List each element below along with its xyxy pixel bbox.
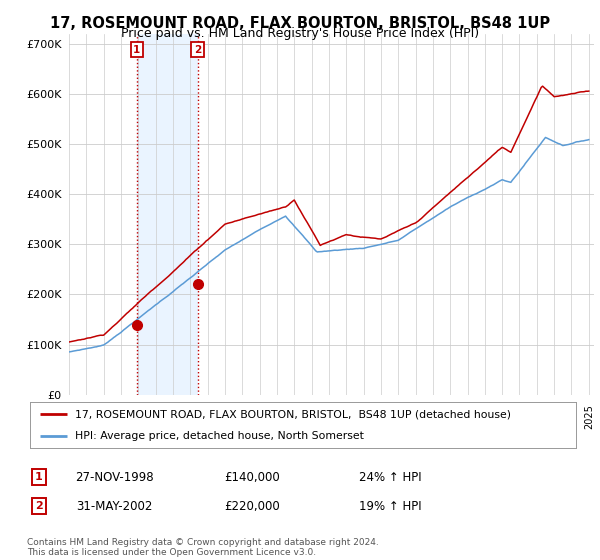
Bar	[137, 34, 197, 395]
Text: 1: 1	[133, 45, 140, 55]
Text: 27-NOV-1998: 27-NOV-1998	[74, 470, 154, 484]
Text: £140,000: £140,000	[224, 470, 280, 484]
Text: 2: 2	[35, 501, 43, 511]
Text: Contains HM Land Registry data © Crown copyright and database right 2024.
This d: Contains HM Land Registry data © Crown c…	[27, 538, 379, 557]
Text: 19% ↑ HPI: 19% ↑ HPI	[359, 500, 421, 513]
Text: Price paid vs. HM Land Registry's House Price Index (HPI): Price paid vs. HM Land Registry's House …	[121, 27, 479, 40]
Text: 31-MAY-2002: 31-MAY-2002	[76, 500, 152, 513]
Text: 24% ↑ HPI: 24% ↑ HPI	[359, 470, 421, 484]
Text: 2: 2	[194, 45, 201, 55]
Text: HPI: Average price, detached house, North Somerset: HPI: Average price, detached house, Nort…	[75, 431, 364, 441]
Text: £220,000: £220,000	[224, 500, 280, 513]
Text: 17, ROSEMOUNT ROAD, FLAX BOURTON, BRISTOL,  BS48 1UP (detached house): 17, ROSEMOUNT ROAD, FLAX BOURTON, BRISTO…	[75, 409, 511, 419]
Text: 17, ROSEMOUNT ROAD, FLAX BOURTON, BRISTOL, BS48 1UP: 17, ROSEMOUNT ROAD, FLAX BOURTON, BRISTO…	[50, 16, 550, 31]
Text: 1: 1	[35, 472, 43, 482]
